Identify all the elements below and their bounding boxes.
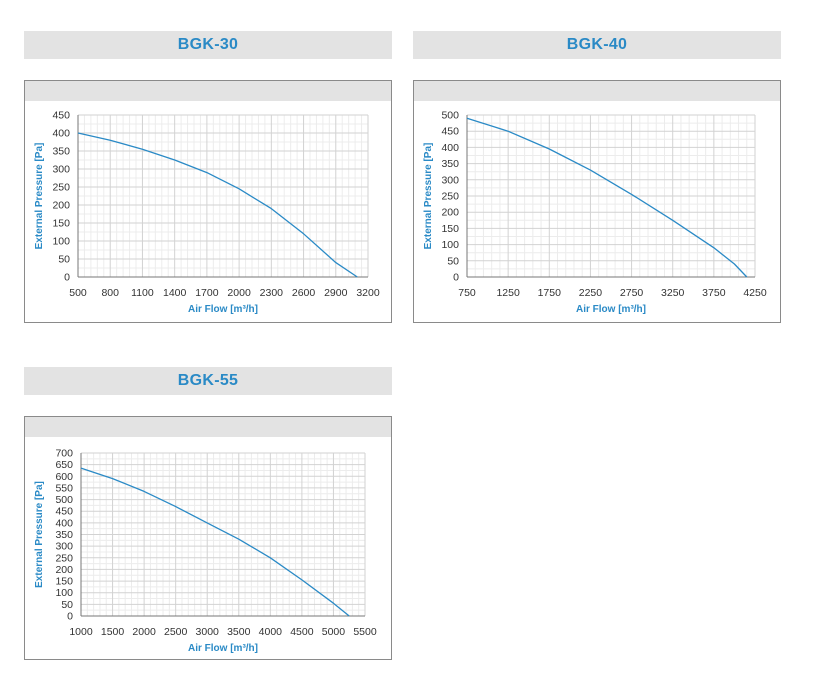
x-tick-label: 1700 [195,287,219,299]
chart-title-bgk-55: BGK-55 [24,367,392,395]
y-tick-label: 500 [441,110,459,122]
x-axis-title: Air Flow [m³/h] [188,304,258,315]
x-tick-label: 3200 [356,287,380,299]
y-tick-label: 550 [55,482,73,494]
chart-header-strip [414,81,780,101]
x-tick-label: 3500 [227,626,251,638]
x-tick-label: 3000 [196,626,220,638]
y-tick-label: 200 [52,200,70,212]
chart-header-strip [25,417,391,437]
y-tick-label: 0 [67,611,73,623]
y-tick-label: 200 [55,564,73,576]
y-tick-label: 250 [52,182,70,194]
y-tick-label: 50 [61,599,73,611]
y-tick-label: 300 [441,174,459,186]
x-tick-label: 2000 [227,287,251,299]
y-tick-label: 0 [453,272,459,284]
pressure-chart-bgk-40: 0 50 100 150 200 250 300 350 400 450 500 750 1250 175… [423,110,767,316]
x-tick-label: 3750 [702,287,726,299]
y-tick-label: 50 [447,255,459,267]
x-tick-label: 2000 [132,626,156,638]
x-tick-label: 800 [101,287,119,299]
y-tick-label: 50 [58,254,70,266]
y-tick-label: 350 [52,146,70,158]
x-tick-label: 1400 [163,287,187,299]
y-tick-label: 100 [441,239,459,251]
x-tick-label: 2900 [324,287,348,299]
y-tick-label: 300 [52,164,70,176]
series-line [466,117,748,278]
x-tick-label: 5500 [353,626,377,638]
major-grid [80,452,366,617]
chart-panel-bgk-40: 0 50 100 150 200 250 300 350 400 450 500 750 1250 175… [413,80,781,323]
y-tick-label: 450 [55,506,73,518]
chart-header-strip [25,81,391,101]
x-tick-label: 2300 [260,287,284,299]
x-axis-title: Air Flow [m³/h] [576,304,646,315]
y-tick-label: 100 [55,587,73,599]
y-tick-label: 0 [64,272,70,284]
chart-panel-bgk-55: 0 50 100 150 200 250 300 350 400 450 500 550 600 650 7… [24,416,392,660]
pressure-chart-bgk-30: 0 50 100 150 200 250 300 350 400 450 500 800 1100 140… [34,110,380,316]
y-axis-title: External Pressure [Pa] [423,143,434,250]
y-tick-label: 500 [55,494,73,506]
y-tick-label: 250 [441,191,459,203]
x-tick-label: 2250 [579,287,603,299]
y-axis-title: External Pressure [Pa] [34,481,45,588]
x-tick-label: 4250 [743,287,767,299]
x-tick-label: 3250 [661,287,685,299]
y-tick-label: 450 [441,126,459,138]
y-tick-label: 400 [55,517,73,529]
series-line [80,467,350,617]
y-axis-title: External Pressure [Pa] [34,143,45,250]
x-tick-label: 1100 [131,287,154,299]
y-tick-label: 400 [441,142,459,154]
y-tick-label: 600 [55,471,73,483]
x-tick-label: 1750 [538,287,562,299]
y-tick-label: 150 [55,576,73,588]
y-tick-label: 150 [52,218,70,230]
minor-grid [78,115,368,277]
x-tick-label: 1000 [69,626,93,638]
y-tick-label: 650 [55,459,73,471]
chart-title-bgk-40: BGK-40 [413,31,781,59]
x-tick-label: 1500 [101,626,125,638]
x-tick-label: 4000 [259,626,283,638]
y-tick-label: 150 [441,223,459,235]
x-tick-label: 2750 [620,287,644,299]
series-line [77,132,358,278]
y-tick-label: 450 [52,110,70,122]
y-tick-label: 700 [55,448,73,460]
x-axis-title: Air Flow [m³/h] [188,643,258,654]
x-tick-label: 750 [458,287,476,299]
x-tick-label: 4500 [290,626,314,638]
y-tick-label: 300 [55,541,73,553]
x-tick-label: 1250 [496,287,520,299]
x-tick-label: 5000 [322,626,346,638]
y-tick-label: 100 [52,236,70,248]
y-tick-label: 250 [55,552,73,564]
x-tick-label: 2600 [292,287,316,299]
chart-title-bgk-30: BGK-30 [24,31,392,59]
y-tick-label: 400 [52,128,70,140]
y-tick-label: 200 [441,207,459,219]
x-tick-label: 2500 [164,626,188,638]
x-tick-label: 500 [69,287,87,299]
y-tick-label: 350 [55,529,73,541]
pressure-chart-bgk-55: 0501001502002503003504004505005506006507… [34,448,377,655]
y-tick-label: 350 [441,158,459,170]
chart-panel-bgk-30: 0 50 100 150 200 250 300 350 400 450 500 800 1100 140… [24,80,392,323]
